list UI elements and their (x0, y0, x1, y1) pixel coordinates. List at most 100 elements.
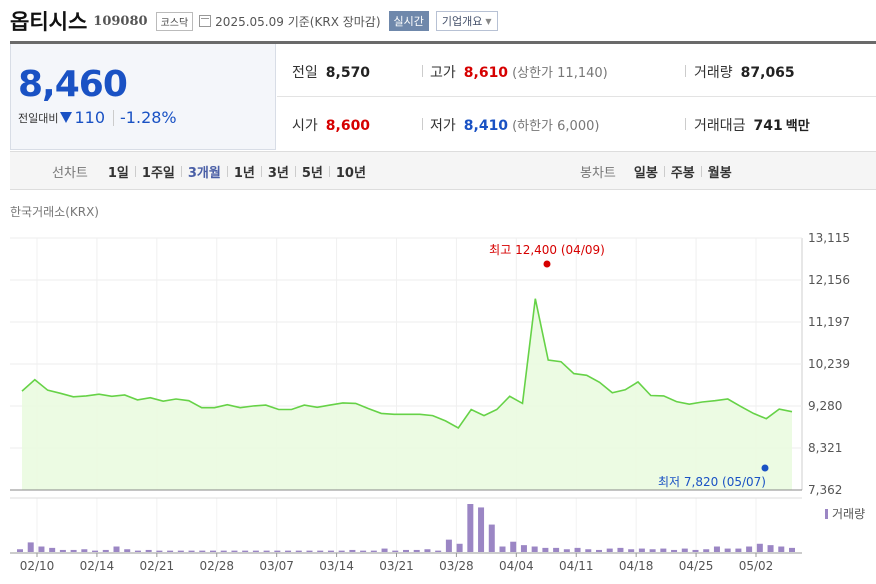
date-suffix: 기준(KRX 장마감) (287, 14, 381, 29)
volume-bar (188, 550, 195, 552)
volume-bar (563, 549, 570, 552)
stat-value: 8,570 (325, 65, 371, 81)
y-tick-label: 9,280 (808, 399, 842, 413)
price-line (21, 298, 793, 429)
x-tick-label: 02/28 (199, 559, 234, 573)
stats-row: 시가 8,600 저가 8,410 (하한가 6,000) 거래대금 741 백만 (277, 97, 876, 150)
volume-bar (767, 545, 774, 552)
divider (260, 166, 262, 177)
volume-bar (746, 546, 753, 552)
y-tick-label: 13,115 (808, 231, 850, 245)
divider (180, 166, 182, 177)
volume-bar (531, 546, 538, 552)
company-info-dropdown[interactable]: 기업개요 ▼ (435, 11, 498, 31)
volume-bar (456, 543, 463, 552)
volume-bar (435, 550, 442, 552)
divider (134, 166, 136, 177)
volume-bar (585, 549, 592, 552)
stat-label: 고가 (430, 65, 456, 81)
volume-bar (467, 504, 474, 552)
x-tick-label: 02/21 (140, 559, 175, 573)
stat-value: 8,600 (325, 118, 371, 134)
tab-candle[interactable]: 월봉 (707, 166, 732, 181)
volume-bar (338, 550, 345, 552)
volume-bar (231, 550, 238, 552)
chevron-down-icon: ▼ (485, 16, 492, 26)
volume-bar (210, 550, 216, 552)
divider (294, 166, 296, 177)
stat-value: 8,610 (463, 65, 509, 81)
x-tick-label: 03/14 (319, 559, 354, 573)
stat-value: 741 (753, 118, 783, 134)
volume-bar (124, 549, 131, 552)
stat-label: 시가 (292, 118, 318, 134)
volume-bar (295, 550, 302, 552)
diff-label: 전일대비 (18, 111, 59, 125)
volume-bar (392, 550, 399, 552)
diff-separator (113, 109, 115, 126)
volume-bar (553, 547, 560, 552)
x-tick-label: 03/21 (379, 559, 414, 573)
volume-bar (789, 547, 795, 552)
divider (663, 166, 665, 177)
tab-period[interactable]: 1년 (233, 166, 255, 181)
date-value: 2025.05.09 (215, 14, 284, 29)
y-tick-label: 12,156 (808, 273, 850, 287)
volume-bar (263, 550, 270, 552)
tab-period[interactable]: 3년 (267, 166, 289, 181)
price-stats: 전일 8,570 고가 8,610 (상한가 11,140) 거래량 87,065 시가… (277, 44, 876, 150)
line-chart-caption: 선차트 (52, 166, 88, 181)
x-tick-label: 02/14 (80, 559, 115, 573)
y-tick-label: 7,362 (808, 483, 842, 497)
legend-swatch (825, 509, 828, 519)
volume-bar (606, 548, 613, 552)
volume-bar (317, 550, 324, 552)
volume-bar (134, 550, 141, 552)
volume-bar (360, 550, 367, 552)
stat-value: 87,065 (740, 65, 795, 81)
tab-period[interactable]: 5년 (301, 166, 323, 181)
volume-bar (596, 549, 602, 552)
volume-bar (445, 539, 452, 552)
high-marker (543, 260, 551, 268)
price-area (22, 298, 792, 490)
amount-unit: 백만 (785, 119, 810, 134)
market-badge: 코스닥 (155, 11, 194, 31)
line-chart-tabs: 선차트 1일 1주일 3개월 1년 3년 5년 10년 (52, 162, 372, 181)
candle-chart-tabs: 봉차트 일봉 주봉 월봉 (580, 162, 738, 181)
volume-bar (381, 548, 388, 552)
volume-bar (499, 546, 506, 552)
divider (422, 65, 423, 77)
volume-bar (145, 549, 152, 552)
tab-period-active[interactable]: 3개월 (187, 166, 221, 181)
low-marker (761, 464, 769, 472)
volume-bar (424, 549, 431, 552)
volume-bar (660, 548, 667, 552)
tab-candle[interactable]: 주봉 (670, 166, 695, 181)
realtime-button[interactable]: 실시간 (388, 11, 429, 31)
upper-limit: (상한가 11,140) (512, 66, 608, 81)
x-tick-label: 04/25 (679, 559, 714, 573)
volume-bar (488, 524, 495, 552)
lower-limit: (하한가 6,000) (512, 119, 600, 134)
y-tick-label: 8,321 (808, 441, 842, 455)
divider (226, 166, 228, 177)
volume-bar (671, 549, 678, 552)
volume-bar (70, 549, 77, 552)
divider (422, 118, 423, 130)
divider (685, 118, 686, 130)
divider (328, 166, 330, 177)
divider (700, 166, 702, 177)
volume-bar (349, 549, 356, 552)
chart-period-nav: 선차트 1일 1주일 3개월 1년 3년 5년 10년 봉차트 일봉 주봉 월봉 (10, 151, 876, 190)
volume-bar (617, 547, 624, 552)
tab-period[interactable]: 1주일 (141, 166, 175, 181)
volume-bar (638, 548, 645, 552)
stat-low: 저가 8,410 (하한가 6,000) (430, 115, 599, 135)
tab-candle[interactable]: 일봉 (633, 166, 658, 181)
tab-period[interactable]: 10년 (335, 166, 366, 181)
volume-bar (735, 548, 742, 552)
change-rate: -1.28% (120, 108, 177, 127)
stat-high: 고가 8,610 (상한가 11,140) (430, 62, 608, 82)
tab-period[interactable]: 1일 (107, 166, 129, 181)
